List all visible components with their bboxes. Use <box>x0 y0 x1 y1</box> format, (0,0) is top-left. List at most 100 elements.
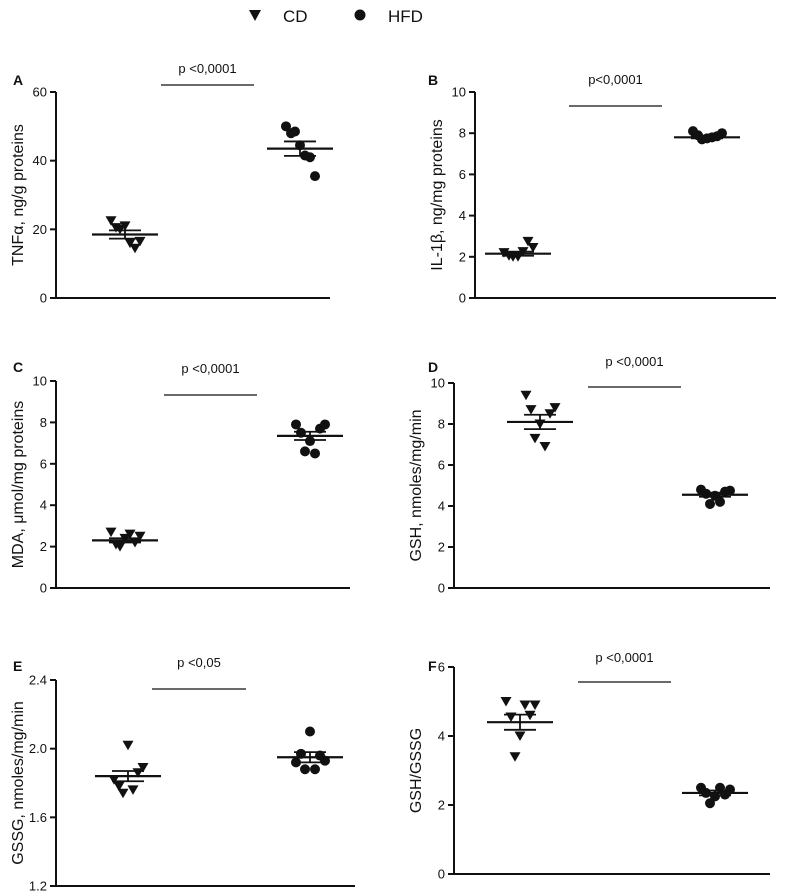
y-axis-title-d: GSH, nmoles/mg/min <box>408 409 425 561</box>
y-tick-label-d: 0 <box>438 581 445 596</box>
y-tick-label-d: 6 <box>438 458 445 473</box>
y-tick-label-b: 6 <box>459 167 466 182</box>
y-tick-label-c: 10 <box>33 374 47 389</box>
data-point-hfd-a <box>281 121 291 132</box>
panel-letter-e: E <box>13 658 22 674</box>
y-tick-label-f: 2 <box>438 798 445 813</box>
data-point-cd-e <box>127 785 139 795</box>
data-point-hfd-f <box>705 798 715 809</box>
y-tick-label-e: 2.4 <box>29 673 47 688</box>
panel-letter-c: C <box>13 359 23 375</box>
panel-letter-b: B <box>428 72 438 88</box>
cd-triangle-icon <box>249 10 261 21</box>
p-value-label-f: p <0,0001 <box>595 650 653 665</box>
data-point-cd-d <box>529 433 541 444</box>
y-tick-label-c: 6 <box>40 456 47 471</box>
p-value-label-d: p <0,0001 <box>605 354 663 369</box>
data-point-cd-e <box>108 775 120 785</box>
data-point-cd-d <box>539 442 551 452</box>
data-point-cd-c <box>134 531 146 542</box>
data-point-cd-f <box>500 697 512 707</box>
y-axis-title-e: GSSG, nmoles/mg/min <box>10 701 27 865</box>
panel-e: 1.2 1.6 2.0 2.4 E GSSG, nmoles/mg/min p <0,05 <box>10 655 355 894</box>
data-point-hfd-c <box>320 419 330 430</box>
y-tick-label-e: 2.0 <box>29 741 47 756</box>
panel-b: 0 2 4 6 8 10 B IL-1β, ng/mg proteins p<0,0001 <box>428 72 776 306</box>
y-tick-label-a: 0 <box>40 291 47 306</box>
legend-label-cd: CD <box>283 7 308 26</box>
panel-letter-a: A <box>13 72 23 88</box>
data-point-hfd-a <box>290 126 300 137</box>
data-point-hfd-e <box>300 764 310 775</box>
data-point-hfd-d <box>715 496 725 507</box>
y-tick-label-b: 0 <box>459 291 466 306</box>
hfd-circle-icon <box>354 9 366 21</box>
y-tick-label-c: 2 <box>40 539 47 554</box>
data-point-cd-e <box>117 788 129 799</box>
panel-c: 0 2 4 6 8 10 C MDA, μmol/mg proteins p <0,0001 <box>10 359 350 596</box>
y-tick-label-a: 60 <box>33 85 47 100</box>
p-value-label-c: p <0,0001 <box>181 361 239 376</box>
data-point-cd-e <box>122 740 134 751</box>
y-tick-label-e: 1.6 <box>29 810 47 825</box>
y-tick-label-a: 20 <box>33 222 47 237</box>
data-point-cd-f <box>524 710 536 721</box>
y-tick-label-d: 4 <box>438 499 445 514</box>
panel-letter-d: D <box>428 359 438 375</box>
legend-label-hfd: HFD <box>388 7 423 26</box>
y-tick-label-f: 4 <box>438 729 445 744</box>
data-point-cd-c <box>124 529 136 540</box>
data-point-cd-f <box>519 700 531 710</box>
data-point-hfd-c <box>305 436 315 447</box>
data-point-cd-e <box>137 763 149 773</box>
y-axis-title-c: MDA, μmol/mg proteins <box>10 401 27 568</box>
y-tick-label-a: 40 <box>33 153 47 168</box>
data-point-cd-b <box>522 236 534 247</box>
y-tick-label-d: 8 <box>438 417 445 432</box>
data-point-cd-d <box>549 403 561 413</box>
panel-f: 0 2 4 6F GSH/GSSG p <0,0001 <box>408 650 770 882</box>
y-tick-label-e: 1.2 <box>29 879 47 894</box>
data-point-cd-a <box>119 221 131 231</box>
p-value-label-a: p <0,0001 <box>178 61 236 76</box>
data-point-hfd-a <box>305 152 315 163</box>
data-point-hfd-a <box>310 171 320 182</box>
data-point-cd-f <box>529 700 541 710</box>
data-point-hfd-e <box>305 726 315 737</box>
data-point-hfd-e <box>310 764 320 775</box>
data-point-cd-a <box>129 243 141 254</box>
panel-d: 0 2 4 6 8 10D GSH, nmoles/mg/min p <0,0001 <box>408 354 770 596</box>
panel-letter-f: F <box>428 658 437 674</box>
panel-a: 0 20 40 60 A TNFα, ng/g proteins p <0,0001 <box>10 61 333 306</box>
y-tick-label-b: 2 <box>459 249 466 264</box>
p-value-label-b: p<0,0001 <box>588 72 643 87</box>
y-axis-title-a: TNFα, ng/g proteins <box>10 124 27 266</box>
data-point-cd-d <box>525 405 537 415</box>
data-point-cd-a <box>124 238 136 249</box>
y-tick-label-f: 6 <box>438 660 445 675</box>
data-point-cd-a <box>105 216 117 226</box>
data-point-hfd-c <box>291 419 301 430</box>
data-point-cd-e <box>113 781 125 792</box>
p-value-label-e: p <0,05 <box>177 655 221 670</box>
y-tick-label-d: 2 <box>438 540 445 555</box>
data-point-cd-c <box>105 527 117 538</box>
y-tick-label-b: 10 <box>452 85 466 100</box>
y-tick-label-b: 8 <box>459 126 466 141</box>
data-point-cd-c <box>114 542 126 552</box>
y-tick-label-b: 4 <box>459 208 466 223</box>
legend: CD HFD <box>249 7 423 26</box>
y-axis-title-f: GSH/GSSG <box>408 728 425 813</box>
data-point-cd-b <box>527 243 539 253</box>
data-point-cd-f <box>514 731 526 741</box>
data-point-hfd-c <box>300 446 310 457</box>
y-tick-label-c: 0 <box>40 581 47 596</box>
data-point-hfd-c <box>310 448 320 459</box>
y-axis-title-b: IL-1β, ng/mg proteins <box>429 119 446 271</box>
y-tick-label-f: 0 <box>438 867 445 882</box>
data-point-cd-d <box>520 390 532 401</box>
y-tick-label-c: 4 <box>40 498 47 513</box>
data-point-cd-f <box>509 752 521 762</box>
y-tick-label-c: 8 <box>40 415 47 430</box>
